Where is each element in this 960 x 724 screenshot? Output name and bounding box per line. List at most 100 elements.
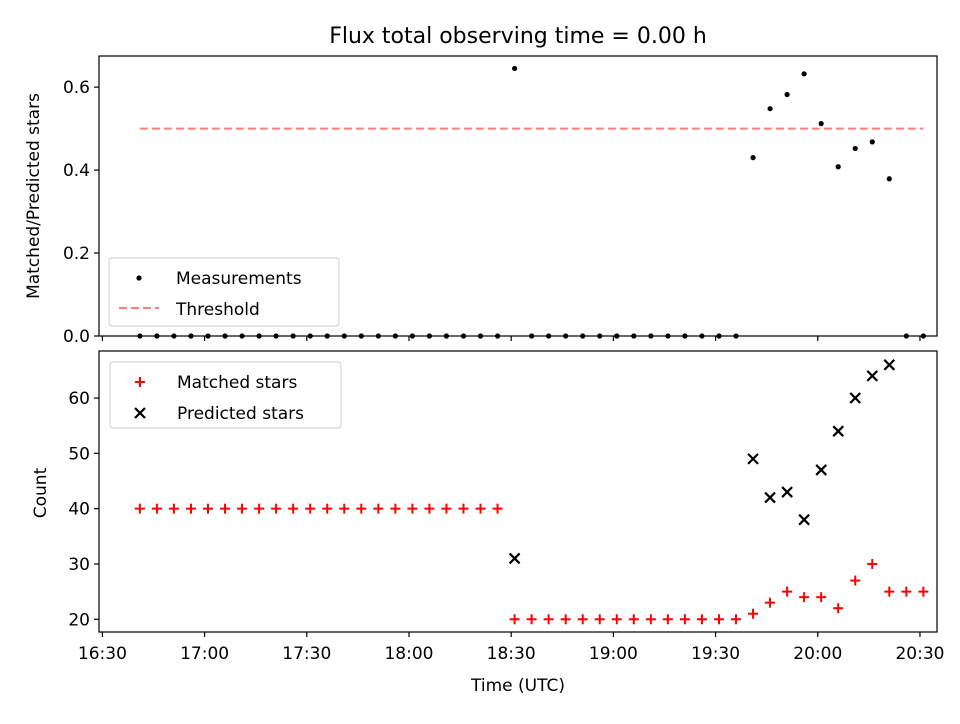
bottom-matched-point <box>816 592 827 603</box>
top-ytick-label: 0.6 <box>63 78 90 98</box>
bottom-xtick-label: 16:30 <box>78 644 127 664</box>
bottom-matched-point <box>850 575 861 586</box>
legend-box <box>108 257 340 327</box>
top-measurement-point <box>869 139 875 145</box>
top-measurement-point <box>784 91 790 98</box>
cross-b <box>781 486 793 498</box>
bottom-predicted-point <box>883 359 896 371</box>
bottom-matched-point <box>271 503 282 514</box>
top-measurement-point <box>852 145 858 152</box>
bottom-matched-point <box>254 503 265 514</box>
bottom-chart-ylabel: Count <box>31 467 51 518</box>
top-measurement-point <box>886 176 892 182</box>
cross-b <box>764 491 776 504</box>
top-axes-frame <box>98 55 938 337</box>
bottom-matched-point <box>441 503 452 514</box>
bottom-matched-point <box>492 503 503 514</box>
bottom-matched-point <box>509 614 520 625</box>
top-chart-ylabel: Matched/Predicted stars <box>24 93 44 299</box>
bottom-matched-point <box>884 586 895 597</box>
cross-b <box>747 453 759 465</box>
legend-box <box>109 361 342 429</box>
top-measurement-point <box>511 65 518 72</box>
bottom-plot-area: 20 30 40 50 60 16:30 17:00 17:30 18:00 18:30 19:00… <box>68 350 944 664</box>
bottom-matched-point <box>628 614 639 625</box>
bottom-xtick-label: 18:30 <box>487 644 536 664</box>
bottom-matched-point <box>134 503 145 514</box>
bottom-matched-point <box>390 503 401 514</box>
bottom-predicted-point <box>798 513 810 526</box>
cross-b <box>832 425 844 437</box>
bottom-matched-point <box>577 614 588 625</box>
bottom-ytick-label: 30 <box>68 555 90 575</box>
bottom-ytick-label: 50 <box>68 444 90 464</box>
bottom-matched-point <box>611 614 622 625</box>
bottom-matched-point <box>833 603 844 614</box>
bottom-matched-point <box>679 614 690 625</box>
bottom-predicted-point <box>781 486 793 498</box>
cross-b <box>815 464 827 476</box>
bottom-predicted-point <box>747 453 759 465</box>
cross-b <box>866 370 879 382</box>
top-ytick-label: 0.4 <box>63 161 90 181</box>
bottom-matched-point <box>713 614 724 625</box>
bottom-predicted-point <box>815 464 827 476</box>
bottom-ytick-label: 40 <box>68 500 90 520</box>
bottom-matched-point <box>560 614 571 625</box>
bottom-xtick-label: 17:00 <box>180 644 229 664</box>
bottom-predicted-point <box>508 552 521 565</box>
legend-key-measurements <box>136 275 142 281</box>
bottom-matched-point <box>526 614 537 625</box>
top-chart-title: Flux total observing time = 0.00 h <box>329 24 707 49</box>
cross-b <box>883 359 896 371</box>
top-measurement-point <box>767 106 773 112</box>
bottom-matched-point <box>356 503 367 514</box>
bottom-xtick-label: 19:00 <box>589 644 638 664</box>
bottom-matched-point <box>867 558 878 569</box>
bottom-legend: Matched stars Predicted stars <box>109 361 342 429</box>
bottom-matched-point <box>424 503 435 514</box>
bottom-matched-point <box>305 503 316 514</box>
bottom-matched-point <box>237 503 248 514</box>
bottom-matched-point <box>799 592 810 603</box>
bottom-matched-point <box>339 503 350 514</box>
bottom-matched-point <box>543 614 554 625</box>
legend-label: Matched stars <box>177 373 297 393</box>
bottom-matched-point <box>645 614 656 625</box>
top-measurement-point <box>835 164 841 170</box>
bottom-xtick-label: 20:00 <box>793 644 842 664</box>
bottom-matched-point <box>696 614 707 625</box>
legend-label: Measurements <box>176 269 302 289</box>
bottom-matched-point <box>458 503 469 514</box>
top-measurement-point <box>750 155 756 161</box>
cross-b <box>849 392 862 404</box>
legend-label: Threshold <box>175 300 260 320</box>
bottom-xtick-label: 19:30 <box>691 644 740 664</box>
top-measurement-point <box>818 121 824 127</box>
bottom-matched-point <box>765 597 776 608</box>
bottom-matched-point <box>901 586 912 597</box>
bottom-xtick-label: 20:30 <box>895 644 944 664</box>
bottom-matched-point <box>373 503 384 514</box>
bottom-matched-point <box>475 503 486 514</box>
bottom-matched-point <box>731 614 742 625</box>
bottom-chart-xlabel: Time (UTC) <box>470 676 565 696</box>
bottom-matched-point <box>220 503 231 514</box>
top-legend: Measurements Threshold <box>108 257 340 327</box>
bottom-predicted-point <box>866 370 879 382</box>
bottom-matched-point <box>407 503 418 514</box>
bottom-matched-point <box>748 608 759 619</box>
bottom-predicted-point <box>849 392 862 404</box>
bottom-matched-point <box>288 503 299 514</box>
top-ytick-label: 0.2 <box>63 244 90 264</box>
cross-b <box>508 552 521 565</box>
legend-label: Predicted stars <box>177 404 304 424</box>
bottom-matched-point <box>782 586 793 597</box>
bottom-ytick-label: 20 <box>68 610 90 630</box>
bottom-xtick-label: 18:00 <box>384 644 433 664</box>
bottom-matched-point <box>594 614 605 625</box>
top-measurement-point <box>801 71 807 77</box>
bottom-matched-point <box>662 614 673 625</box>
bottom-matched-point <box>185 503 196 514</box>
